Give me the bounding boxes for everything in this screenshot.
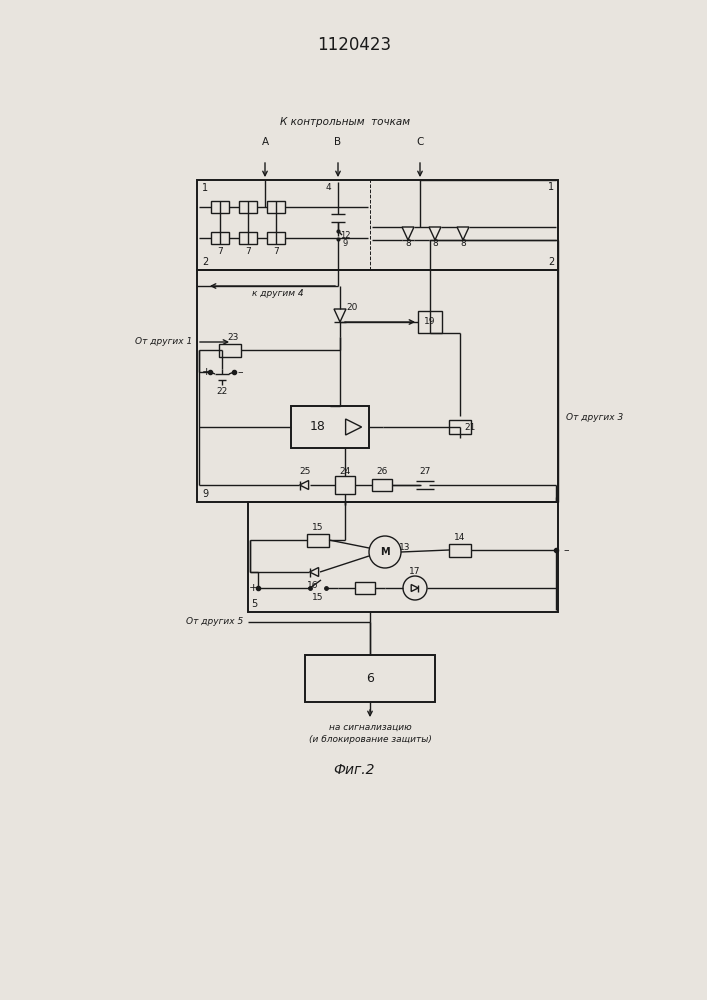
Text: 18: 18	[310, 420, 326, 434]
Text: 19: 19	[424, 318, 436, 326]
Text: 25: 25	[299, 468, 310, 477]
Text: 26: 26	[376, 468, 387, 477]
Text: 8: 8	[460, 238, 466, 247]
Text: В: В	[334, 137, 341, 147]
Bar	[372, 479, 392, 491]
Text: 15: 15	[312, 522, 324, 532]
Text: M: M	[380, 547, 390, 557]
Text: 15: 15	[312, 593, 324, 602]
Text: 1: 1	[548, 182, 554, 192]
Bar	[418, 311, 442, 333]
Bar	[197, 270, 558, 502]
Bar	[267, 201, 285, 213]
Bar	[449, 420, 471, 434]
Polygon shape	[310, 568, 319, 576]
Text: 1: 1	[202, 183, 208, 193]
Text: От других 1: От других 1	[135, 338, 192, 347]
Polygon shape	[300, 481, 308, 489]
Polygon shape	[402, 227, 414, 240]
Text: 7: 7	[245, 246, 251, 255]
Text: 20: 20	[346, 302, 358, 312]
Text: 23: 23	[228, 334, 239, 342]
Bar	[449, 544, 471, 556]
Text: 7: 7	[273, 246, 279, 255]
Text: к другим 4: к другим 4	[252, 288, 303, 298]
Text: –: –	[237, 367, 243, 377]
Text: 8: 8	[405, 238, 411, 247]
Text: 9: 9	[202, 489, 208, 499]
Text: 17: 17	[409, 566, 421, 576]
Text: 4: 4	[325, 184, 331, 192]
Circle shape	[403, 576, 427, 600]
Bar	[305, 655, 435, 702]
Bar	[307, 534, 329, 546]
Bar	[239, 232, 257, 244]
Text: От других 5: От других 5	[186, 617, 243, 626]
Text: 14: 14	[455, 532, 466, 542]
Text: 6: 6	[366, 672, 374, 685]
Text: 16: 16	[308, 580, 319, 589]
Text: 7: 7	[217, 246, 223, 255]
Text: 1120423: 1120423	[317, 36, 391, 54]
Text: А: А	[262, 137, 269, 147]
Text: 2: 2	[202, 257, 208, 267]
Bar	[248, 502, 558, 612]
Bar	[335, 476, 355, 494]
Text: на сигнализацию: на сигнализацию	[329, 722, 411, 732]
Polygon shape	[346, 419, 361, 435]
Bar	[197, 180, 558, 270]
Polygon shape	[429, 227, 441, 240]
Bar	[355, 582, 375, 594]
Bar	[211, 232, 229, 244]
Text: 5: 5	[251, 599, 257, 609]
Text: 2: 2	[548, 257, 554, 267]
Text: 12: 12	[340, 232, 350, 240]
Text: 24: 24	[339, 468, 351, 477]
Polygon shape	[457, 227, 469, 240]
Text: От других 3: От других 3	[566, 412, 624, 422]
Text: 9: 9	[342, 239, 348, 248]
Text: +: +	[248, 583, 257, 593]
Bar	[239, 201, 257, 213]
Text: 8: 8	[432, 238, 438, 247]
Bar	[211, 201, 229, 213]
Text: 13: 13	[399, 544, 411, 552]
Text: 27: 27	[419, 468, 431, 477]
Text: 22: 22	[216, 386, 228, 395]
Bar	[267, 232, 285, 244]
Text: Фиг.2: Фиг.2	[333, 763, 375, 777]
Bar	[291, 406, 369, 448]
Text: К контрольным  точкам: К контрольным точкам	[280, 117, 410, 127]
Text: –: –	[563, 545, 569, 555]
Text: С: С	[416, 137, 423, 147]
Bar	[219, 344, 241, 357]
Polygon shape	[411, 584, 419, 591]
Circle shape	[369, 536, 401, 568]
Text: (и блокирование защиты): (и блокирование защиты)	[308, 734, 431, 744]
Polygon shape	[334, 309, 346, 322]
Text: +: +	[201, 367, 211, 377]
Text: 21: 21	[464, 422, 476, 432]
